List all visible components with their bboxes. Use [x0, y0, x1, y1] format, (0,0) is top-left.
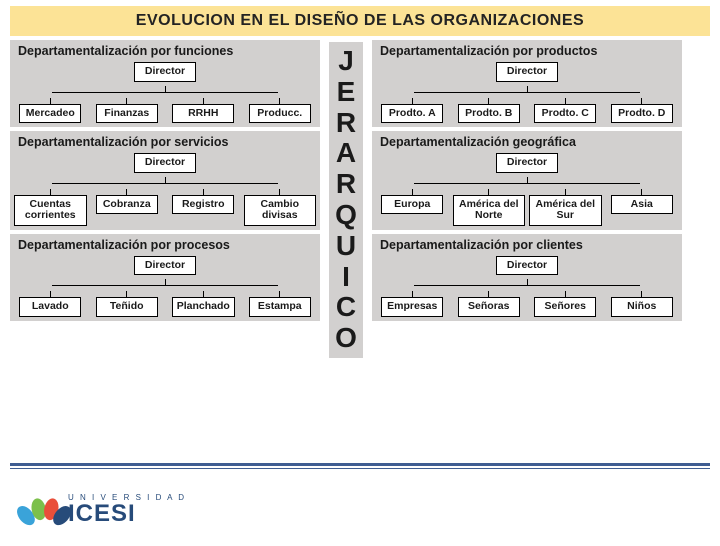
org-child: Empresas — [381, 297, 443, 317]
footer-divider — [10, 463, 710, 466]
vertical-letter: J — [338, 46, 354, 77]
org-child: América del Norte — [453, 195, 526, 226]
org-child: Prodto. B — [458, 104, 520, 124]
panel-funciones: Departamentalización por funciones Direc… — [10, 40, 320, 127]
vertical-letter: E — [337, 77, 356, 108]
org-child: Europa — [381, 195, 443, 215]
org-child: RRHH — [172, 104, 234, 124]
org-root: Director — [496, 62, 558, 82]
logo-text: U N I V E R S I D A D ICESI — [68, 494, 186, 526]
panel-title: Departamentalización por funciones — [14, 42, 316, 62]
panel-title: Departamentalización por servicios — [14, 133, 316, 153]
org-child: América del Sur — [529, 195, 602, 226]
vertical-letter: O — [335, 323, 357, 354]
org-child: Asia — [611, 195, 673, 215]
org-child: Cambio divisas — [244, 195, 317, 226]
panel-clientes: Departamentalización por clientes Direct… — [372, 234, 682, 321]
right-column: Departamentalización por productos Direc… — [372, 40, 682, 321]
panel-productos: Departamentalización por productos Direc… — [372, 40, 682, 127]
org-root: Director — [134, 256, 196, 276]
logo: U N I V E R S I D A D ICESI — [22, 490, 186, 530]
org-child: Estampa — [249, 297, 311, 317]
org-root: Director — [496, 256, 558, 276]
vertical-letter: A — [336, 138, 356, 169]
vertical-letter: C — [336, 292, 356, 323]
vertical-letter: Q — [335, 200, 357, 231]
org-child: Finanzas — [96, 104, 158, 124]
org-child: Señoras — [458, 297, 520, 317]
panel-title: Departamentalización por productos — [376, 42, 678, 62]
vertical-letter: I — [342, 262, 350, 293]
org-root: Director — [496, 153, 558, 173]
logo-mark-icon — [22, 490, 62, 530]
org-child: Planchado — [172, 297, 235, 317]
org-child: Teñido — [96, 297, 158, 317]
org-child: Señores — [534, 297, 596, 317]
content-area: Departamentalización por funciones Direc… — [10, 40, 710, 358]
panel-title: Departamentalización por clientes — [376, 236, 678, 256]
panel-servicios: Departamentalización por servicios Direc… — [10, 131, 320, 230]
org-child: Cobranza — [96, 195, 158, 215]
vertical-letter: R — [336, 108, 356, 139]
vertical-letter: R — [336, 169, 356, 200]
org-child: Prodto. A — [381, 104, 443, 124]
org-child: Lavado — [19, 297, 81, 317]
org-root: Director — [134, 153, 196, 173]
org-child: Mercadeo — [19, 104, 81, 124]
logo-line2: ICESI — [68, 502, 186, 526]
org-child: Prodto. D — [611, 104, 673, 124]
org-child: Niños — [611, 297, 673, 317]
org-child: Prodto. C — [534, 104, 596, 124]
center-column: JERARQUICO — [320, 40, 372, 358]
panel-title: Departamentalización geográfica — [376, 133, 678, 153]
vertical-label: JERARQUICO — [329, 42, 363, 358]
panel-geografica: Departamentalización geográfica Director… — [372, 131, 682, 230]
org-child: Producc. — [249, 104, 311, 124]
page-title: EVOLUCION EN EL DISEÑO DE LAS ORGANIZACI… — [10, 6, 710, 36]
left-column: Departamentalización por funciones Direc… — [10, 40, 320, 321]
org-child: Cuentas corrientes — [14, 195, 87, 226]
org-root: Director — [134, 62, 196, 82]
vertical-letter: U — [336, 231, 356, 262]
org-child: Registro — [172, 195, 234, 215]
panel-procesos: Departamentalización por procesos Direct… — [10, 234, 320, 321]
panel-title: Departamentalización por procesos — [14, 236, 316, 256]
